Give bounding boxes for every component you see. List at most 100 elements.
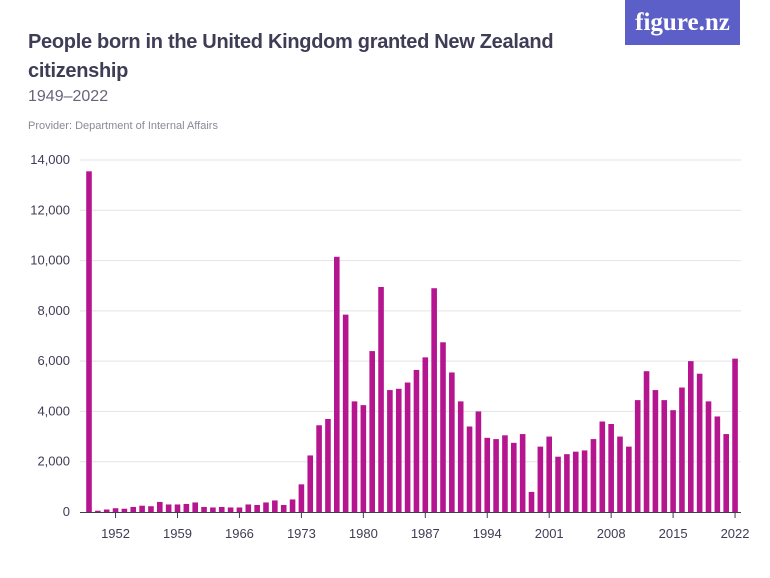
bar-2019 (705, 401, 712, 512)
x-tick-label: 2008 (597, 526, 626, 541)
bar-1957 (157, 501, 163, 512)
y-tick-label: 4,000 (37, 403, 70, 418)
bar-2009 (617, 436, 623, 512)
bar-1972 (289, 499, 296, 512)
y-axis-ticks: 0 2,000 4,000 6,000 8,000 10,000 12,000 14,000 (30, 152, 70, 519)
figure-nz-logo[interactable]: figure.nz (625, 0, 740, 45)
bar-1981 (369, 351, 375, 512)
bar-1993 (475, 411, 482, 512)
bar-1963 (210, 507, 216, 512)
bar-1962 (201, 506, 207, 512)
bar-1951 (103, 509, 110, 512)
bar-1967 (245, 504, 252, 512)
bar-1953 (121, 508, 128, 512)
bar-2003 (564, 454, 570, 512)
bar-1973 (298, 484, 305, 512)
bar-1991 (457, 401, 464, 512)
bar-1968 (254, 504, 260, 512)
bar-1971 (280, 504, 287, 512)
bar-1952 (112, 508, 119, 512)
bar-1965 (227, 507, 234, 512)
bar-1979 (351, 401, 358, 512)
bar-1970 (272, 500, 278, 512)
y-tick-label: 14,000 (30, 152, 70, 167)
x-tick-label: 1987 (411, 526, 440, 541)
bar-2018 (696, 373, 703, 512)
bar-1988 (431, 288, 437, 512)
bar-2004 (572, 451, 579, 512)
y-tick-label: 2,000 (37, 454, 70, 469)
bar-1997 (511, 442, 517, 512)
bar-1975 (316, 425, 322, 512)
x-axis-ticks: 1952 1959 1966 1973 1980 1987 1994 2001 2008 2015… (101, 512, 750, 541)
bar-2002 (555, 456, 561, 512)
bar-1978 (342, 314, 349, 512)
gridlines (80, 159, 741, 463)
chart-subtitle: 1949–2022 (28, 88, 109, 105)
y-tick-label: 0 (63, 504, 70, 519)
bar-2006 (590, 439, 597, 512)
bar-2007 (599, 421, 606, 512)
data-provider: Provider: Department of Internal Affairs (28, 120, 218, 132)
bar-2013 (652, 390, 659, 512)
bar-1964 (218, 506, 225, 512)
x-tick-label: 1994 (473, 526, 502, 541)
bar-2010 (626, 446, 632, 512)
bar-2021 (723, 434, 729, 512)
bar-1950 (95, 510, 101, 512)
bar-2012 (643, 371, 650, 512)
bar-1956 (148, 506, 154, 512)
bar-1985 (404, 382, 411, 512)
bar-2015 (670, 410, 676, 512)
bar-2005 (581, 450, 588, 512)
x-tick-label: 1952 (101, 526, 130, 541)
bar-1999 (528, 491, 535, 512)
bar-1987 (422, 357, 429, 512)
bar-1949 (86, 171, 92, 512)
bar-1998 (519, 434, 526, 512)
bar-1954 (130, 506, 137, 512)
bar-2022 (732, 358, 738, 512)
bar-1969 (263, 502, 269, 512)
bar-1982 (378, 286, 384, 512)
bar-1983 (387, 390, 393, 512)
bar-1984 (395, 388, 402, 512)
bar-1959 (174, 504, 181, 512)
bar-2016 (679, 387, 685, 512)
bar-1994 (484, 437, 491, 512)
bar-1986 (413, 369, 420, 512)
bar-1977 (334, 256, 340, 512)
x-tick-label: 2015 (659, 526, 688, 541)
bar-2008 (608, 424, 614, 512)
x-tick-label: 1973 (287, 526, 316, 541)
y-tick-label: 12,000 (30, 202, 70, 217)
chart-title: People born in the United Kingdom grante… (28, 31, 554, 82)
y-tick-label: 8,000 (37, 303, 70, 318)
x-tick-label: 2022 (721, 526, 750, 541)
bar-1976 (325, 418, 331, 512)
bar-2000 (537, 446, 544, 512)
bar-2011 (634, 400, 641, 512)
bar-2020 (714, 416, 721, 512)
bar-1990 (449, 372, 455, 512)
bar-1960 (183, 503, 190, 512)
bar-1996 (502, 435, 508, 512)
x-tick-label: 2001 (535, 526, 564, 541)
bar-1989 (440, 342, 446, 512)
x-tick-label: 1980 (349, 526, 378, 541)
bar-series (86, 171, 738, 512)
bar-1961 (192, 502, 198, 512)
bar-2017 (688, 361, 694, 512)
y-tick-label: 6,000 (37, 353, 70, 368)
bar-1966 (236, 507, 243, 512)
bar-1992 (466, 426, 473, 512)
bar-1980 (360, 405, 367, 512)
bar-2014 (661, 400, 668, 512)
bar-1955 (139, 505, 145, 512)
x-tick-label: 1959 (163, 526, 192, 541)
x-tick-label: 1966 (225, 526, 254, 541)
bar-1974 (307, 455, 314, 512)
y-tick-label: 10,000 (30, 253, 70, 268)
bar-2001 (546, 436, 552, 512)
